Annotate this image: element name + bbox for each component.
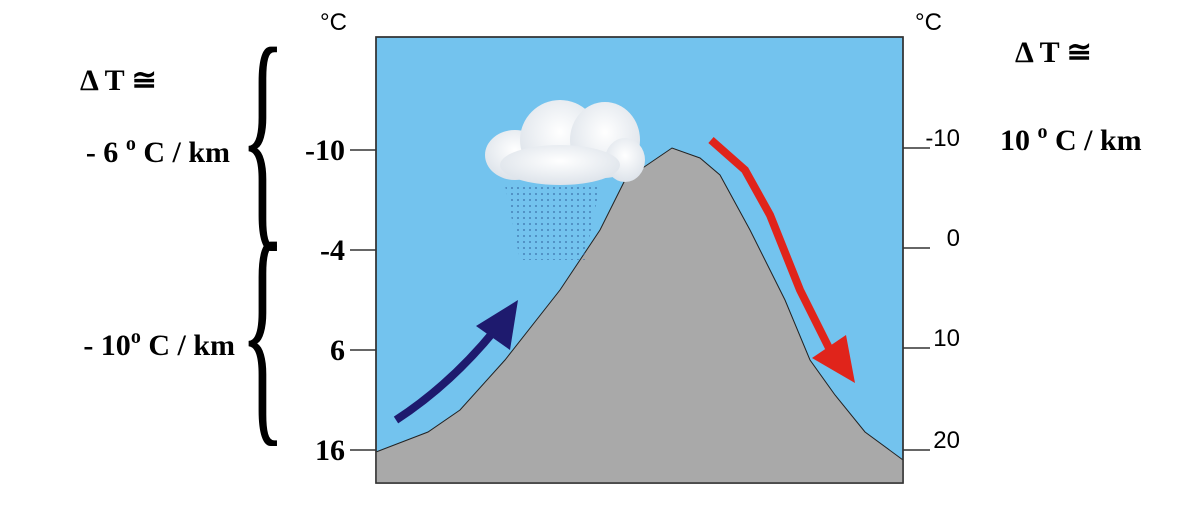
- rate-unit: C / km: [136, 136, 230, 169]
- right-tick-label: 0: [947, 225, 960, 252]
- upper-brace: {: [240, 0, 286, 272]
- rate-number: 10: [1000, 124, 1038, 157]
- rate-number: - 6: [86, 136, 126, 169]
- left-unit: °C: [320, 9, 347, 36]
- lower-brace: {: [240, 194, 286, 467]
- rate-unit: C / km: [1048, 124, 1142, 157]
- rate-unit: C / km: [141, 329, 235, 362]
- upper-rate: - 6 o C / km: [86, 133, 230, 169]
- right-unit: °C: [915, 9, 942, 36]
- degree: o: [131, 326, 141, 348]
- right-rate: 10 o C / km: [1000, 121, 1142, 157]
- rate-number: - 10: [83, 329, 131, 362]
- right-tick-label: -10: [925, 125, 960, 152]
- lower-rate: - 10o C / km: [83, 326, 235, 362]
- left-delta: Δ T ≅: [80, 64, 157, 97]
- left-tick-label: 6: [330, 334, 345, 367]
- degree: o: [1038, 121, 1048, 143]
- right-tick-label: 10: [933, 325, 960, 352]
- frame: [375, 36, 904, 484]
- upwind-arrow: [393, 300, 518, 424]
- downwind-arrow: [708, 137, 855, 383]
- left-tick-label: 16: [315, 434, 345, 467]
- right-delta: Δ T ≅: [1015, 36, 1092, 69]
- right-tick-label: 20: [933, 427, 960, 454]
- cloud: [485, 100, 645, 185]
- degree: o: [126, 133, 136, 155]
- left-tick-label: -10: [305, 134, 345, 167]
- rain: [505, 185, 600, 260]
- left-tick-label: -4: [320, 234, 345, 267]
